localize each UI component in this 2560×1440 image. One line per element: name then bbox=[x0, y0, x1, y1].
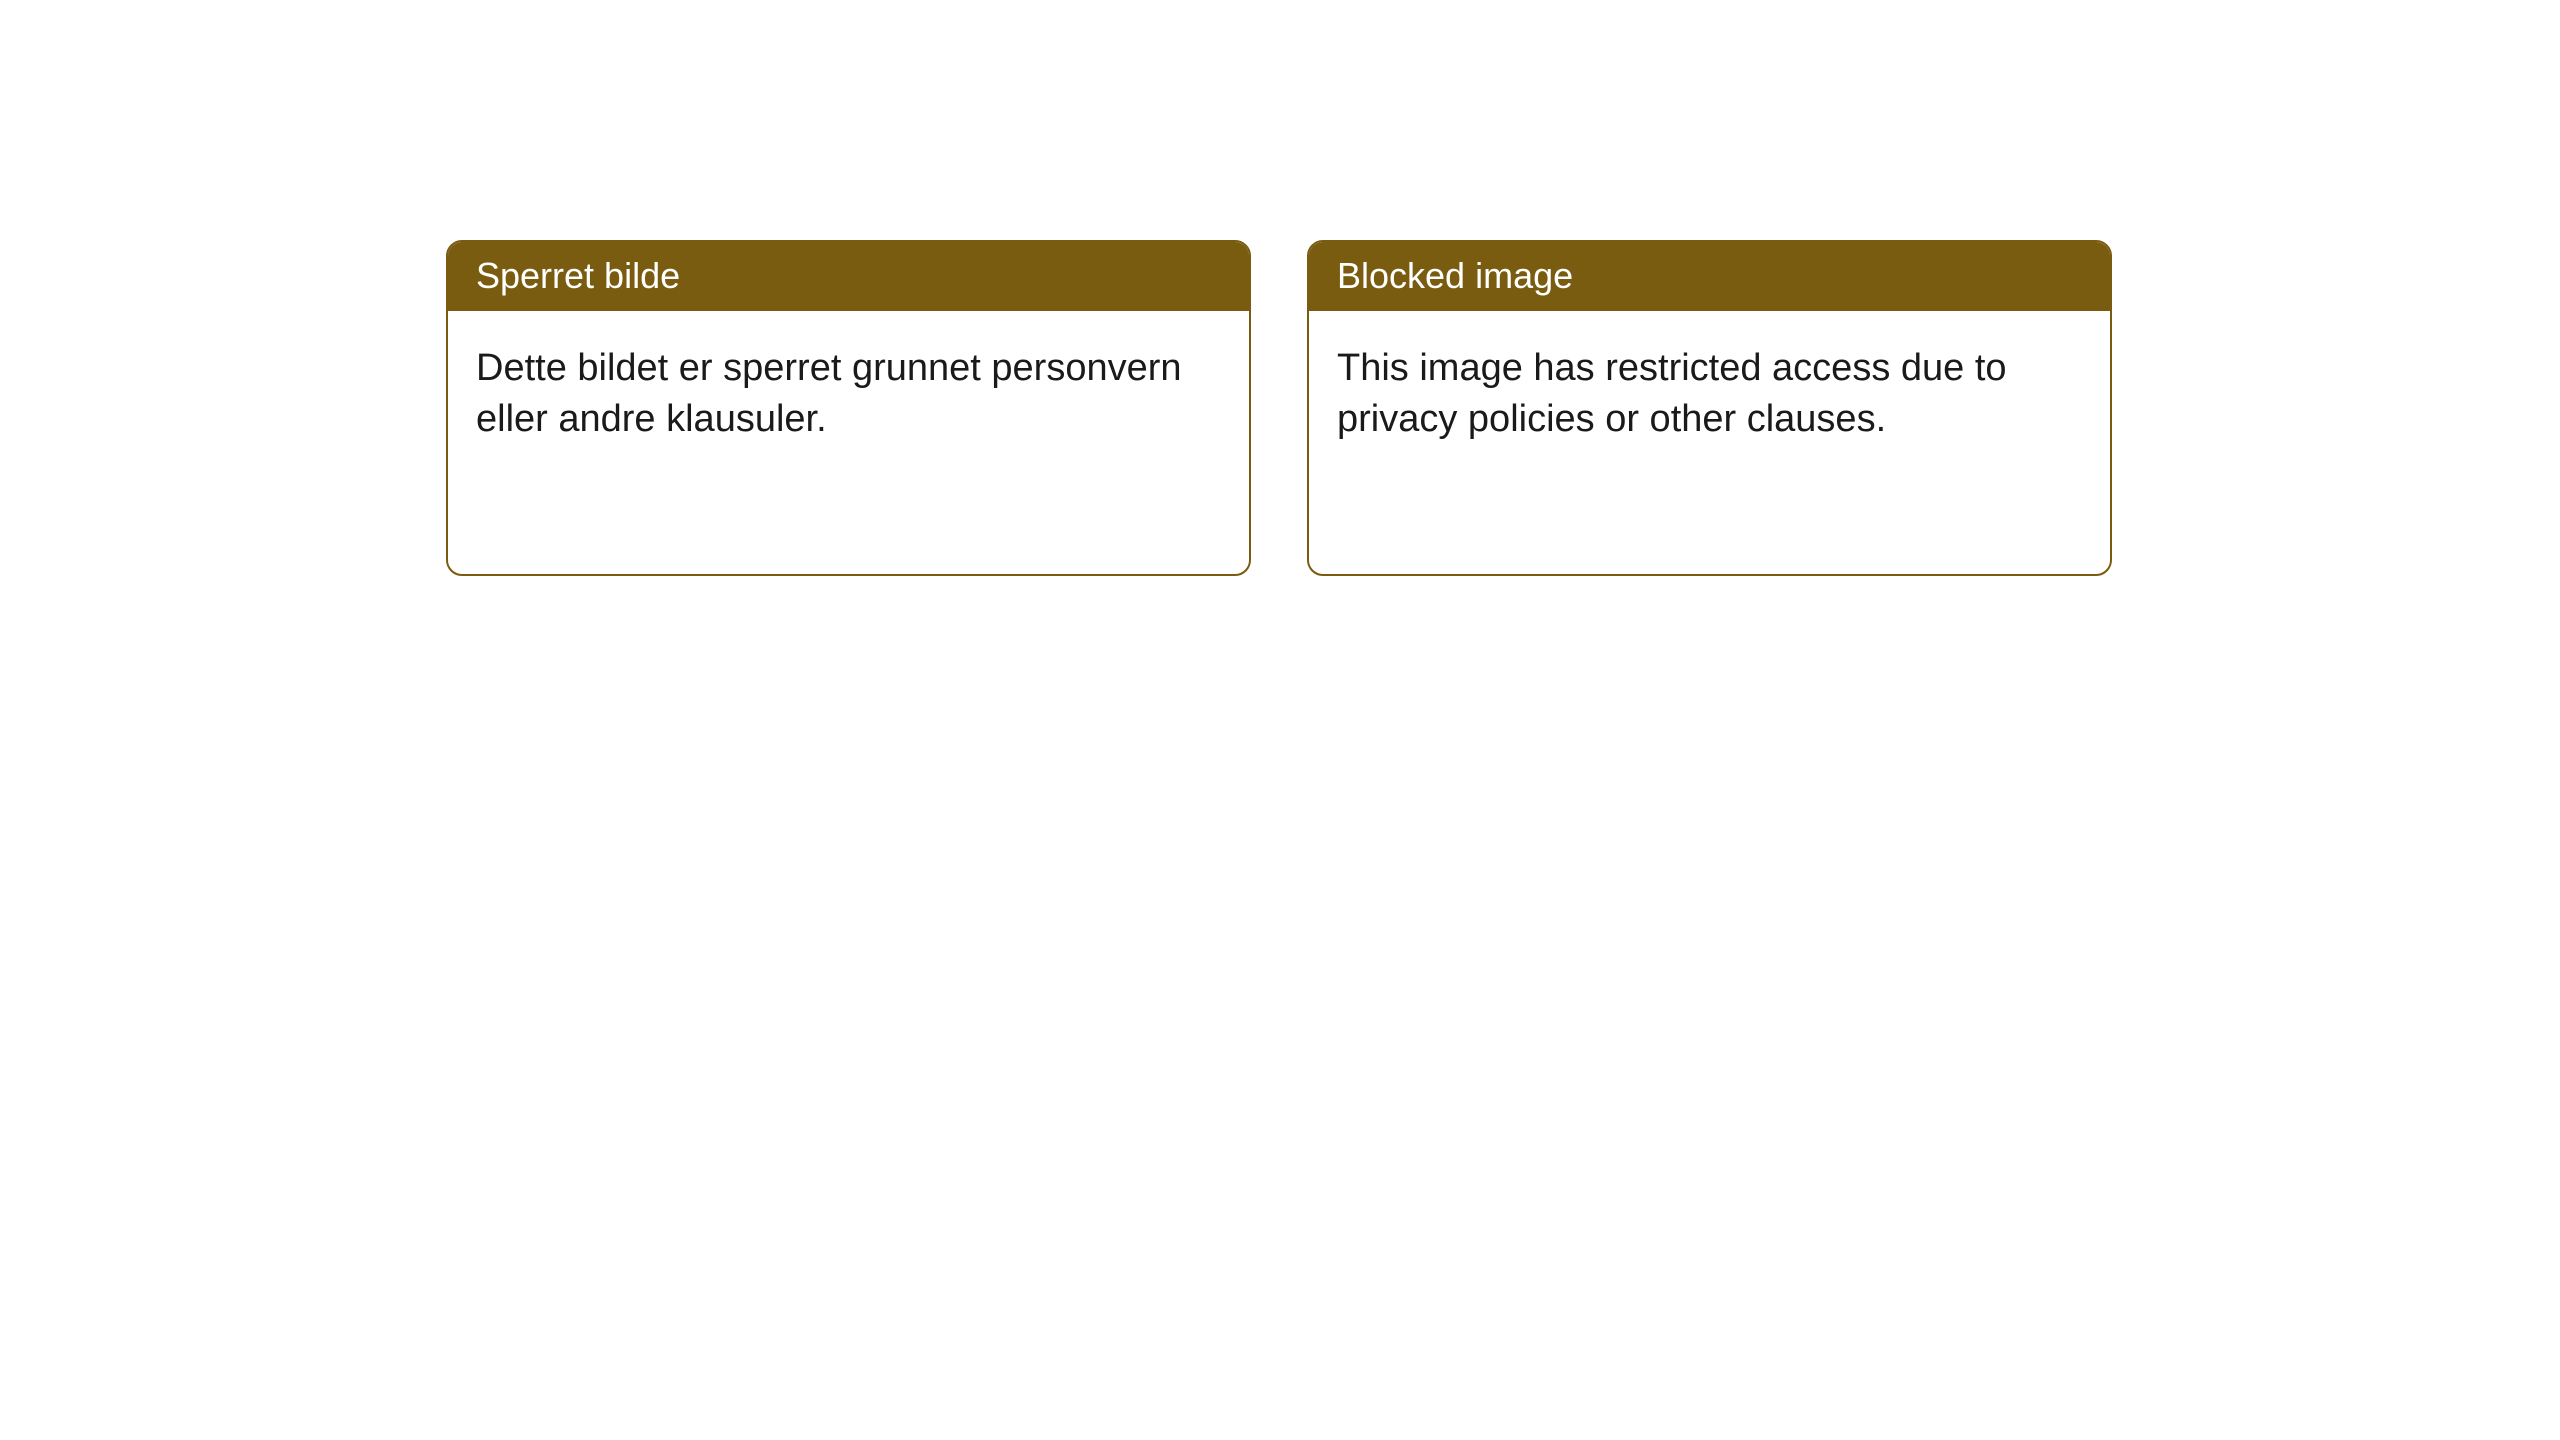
notice-card-english: Blocked image This image has restricted … bbox=[1307, 240, 2112, 576]
card-body-text: Dette bildet er sperret grunnet personve… bbox=[476, 347, 1182, 440]
card-title: Blocked image bbox=[1337, 255, 1573, 296]
notice-card-norwegian: Sperret bilde Dette bildet er sperret gr… bbox=[446, 240, 1251, 576]
card-header: Sperret bilde bbox=[448, 242, 1249, 311]
card-title: Sperret bilde bbox=[476, 255, 680, 296]
card-body: Dette bildet er sperret grunnet personve… bbox=[448, 311, 1249, 478]
notice-cards-container: Sperret bilde Dette bildet er sperret gr… bbox=[446, 240, 2112, 576]
card-header: Blocked image bbox=[1309, 242, 2110, 311]
card-body: This image has restricted access due to … bbox=[1309, 311, 2110, 478]
card-body-text: This image has restricted access due to … bbox=[1337, 347, 2007, 440]
